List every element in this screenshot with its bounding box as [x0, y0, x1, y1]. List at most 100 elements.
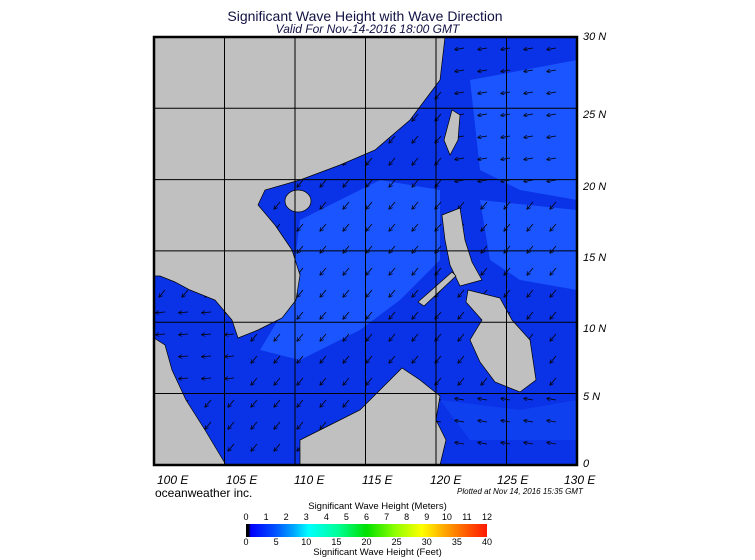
wave-arrow — [547, 114, 557, 116]
wave-arrow — [320, 179, 327, 187]
wave-arrow — [524, 70, 534, 72]
wave-arrow — [366, 201, 373, 209]
wave-arrow — [478, 158, 488, 160]
feet-tick: 0 — [243, 537, 249, 547]
wave-arrow — [156, 312, 166, 313]
wave-arrow — [366, 267, 373, 275]
wave-arrow — [550, 223, 557, 231]
grid-lines — [154, 37, 577, 465]
wave-arrow — [412, 289, 419, 297]
wave-arrow — [504, 245, 511, 253]
wave-arrow — [501, 398, 511, 400]
wave-arrow — [550, 289, 557, 297]
wave-arrow — [458, 355, 465, 363]
wave-arrow — [550, 355, 557, 363]
lon-label: 115 E — [362, 473, 393, 487]
wave-arrow — [547, 158, 557, 160]
wave-arrow — [343, 223, 350, 231]
wave-arrow — [501, 92, 511, 94]
wave-arrow — [455, 180, 465, 182]
lat-label: 5 N — [583, 391, 601, 403]
lon-label: 110 E — [294, 473, 325, 487]
wave-arrow — [478, 180, 488, 182]
luzon — [441, 207, 483, 287]
wave-arrow — [481, 245, 488, 253]
wave-arrow — [455, 420, 465, 422]
wave-arrow — [251, 421, 258, 429]
wave-arrow — [527, 267, 534, 275]
wave-arrow — [501, 136, 511, 138]
wave-arrow — [366, 333, 373, 341]
wave-arrow — [343, 311, 350, 319]
wave-arrow — [527, 223, 534, 231]
wave-arrow — [320, 201, 327, 209]
wave-arrow — [412, 157, 419, 165]
meters-tick: 2 — [283, 512, 289, 522]
lat-label: 25 N — [583, 109, 607, 121]
wave-arrow — [478, 398, 488, 400]
wave-arrow — [481, 201, 488, 209]
wave-arrow — [389, 179, 396, 187]
wave-arrow — [412, 201, 419, 209]
feet-tick: 15 — [331, 537, 342, 547]
wave-arrow — [297, 355, 304, 363]
wave-arrow — [412, 135, 419, 143]
wave-arrow — [159, 289, 166, 297]
wave-arrow — [550, 267, 557, 275]
wave-arrow — [527, 311, 534, 319]
wave-arrow — [274, 201, 281, 209]
meters-tick: 3 — [303, 512, 309, 522]
wave-arrow — [412, 311, 419, 319]
wave-arrow — [455, 398, 465, 400]
map-frame — [152, 35, 579, 467]
wave-arrow — [455, 158, 465, 160]
wave-arrow — [366, 179, 373, 187]
wave-arrow — [343, 399, 350, 407]
wave-arrow — [297, 223, 304, 231]
wave-arrow — [182, 289, 189, 297]
wave-arrow — [389, 135, 396, 143]
wave-arrow — [274, 355, 281, 363]
wave-arrow — [478, 114, 488, 116]
wave-arrow — [527, 201, 534, 209]
wave-arrow — [458, 311, 465, 319]
wave-arrow — [320, 311, 327, 319]
meters-tick: 12 — [481, 512, 493, 522]
wave-arrow — [366, 355, 373, 363]
lat-label: 30 N — [583, 31, 607, 43]
wave-arrow — [320, 289, 327, 297]
wave-arrow — [550, 377, 557, 385]
wave-arrow — [297, 289, 304, 297]
wave-arrow — [458, 333, 465, 341]
visayas-mindanao — [465, 289, 537, 393]
wave-arrow — [547, 92, 557, 94]
lat-label: 15 N — [583, 252, 607, 264]
wave-arrow — [458, 377, 465, 385]
wave-arrow — [179, 334, 189, 335]
wave-arrow — [504, 223, 511, 231]
meters-tick: 5 — [343, 512, 349, 522]
wave-arrow — [550, 333, 557, 341]
wave-arrow — [251, 333, 258, 341]
wave-arrow — [179, 378, 189, 379]
wave-arrow — [412, 333, 419, 341]
wave-arrow — [179, 356, 189, 357]
wave-arrow — [547, 420, 557, 422]
wave-arrow — [412, 267, 419, 275]
wave-arrow — [504, 267, 511, 275]
wave-arrow — [389, 333, 396, 341]
wave-arrow — [504, 289, 511, 297]
wave-arrow — [274, 333, 281, 341]
wave-arrow — [202, 356, 212, 357]
wave-arrow — [412, 223, 419, 231]
wave-arrow — [202, 334, 212, 335]
borneo — [299, 367, 447, 466]
palawan — [417, 271, 457, 307]
meters-tick: 7 — [384, 512, 390, 522]
brand-label: oceanweather inc. — [155, 486, 253, 500]
wave-arrow — [524, 48, 534, 50]
lat-label: 20 N — [583, 181, 607, 193]
wave-arrow — [455, 92, 465, 94]
wave-arrow — [297, 311, 304, 319]
